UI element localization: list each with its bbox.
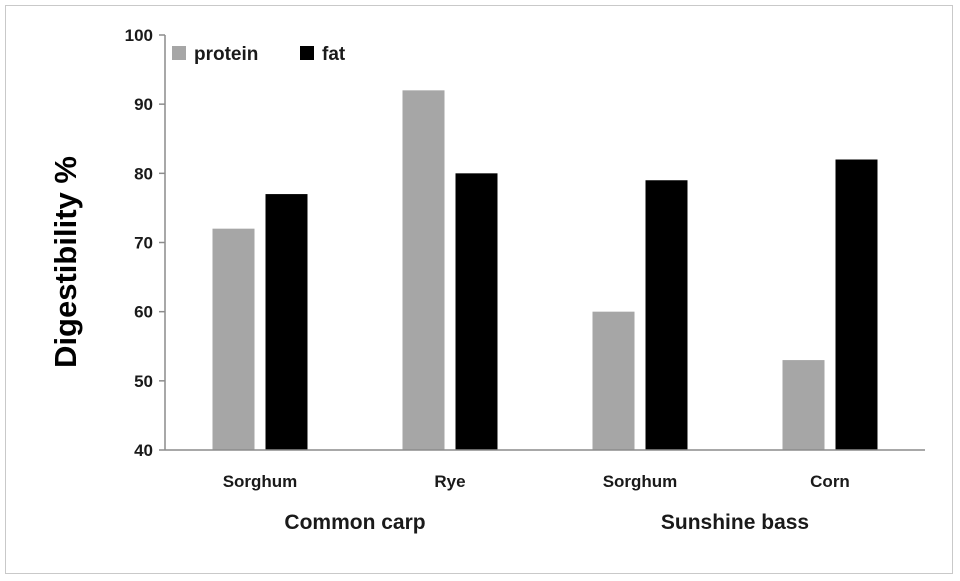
y-axis-label: Digestibility % xyxy=(48,156,83,368)
y-tick-label: 80 xyxy=(134,164,153,183)
bar-protein xyxy=(402,90,445,450)
legend-label-fat: fat xyxy=(322,44,346,65)
y-tick-label: 90 xyxy=(134,95,153,114)
axes: 40 50 60 70 80 90 100 Sorghum Rye Sorghum Corn Comm… xyxy=(125,26,925,534)
legend-swatch-protein xyxy=(172,46,186,60)
bar-protein xyxy=(212,228,255,450)
group-label: Sunshine bass xyxy=(661,511,809,534)
x-tick-label: Corn xyxy=(810,472,850,491)
bar-fat xyxy=(645,180,688,450)
legend: protein fat xyxy=(172,44,346,65)
legend-swatch-fat xyxy=(300,46,314,60)
bar-fat xyxy=(835,159,878,450)
legend-label-protein: protein xyxy=(194,44,258,65)
y-tick-label: 40 xyxy=(134,441,153,460)
bar-fat xyxy=(265,194,308,450)
bar-protein xyxy=(592,311,635,450)
bar-fat xyxy=(455,173,498,451)
x-tick-label: Sorghum xyxy=(603,472,678,491)
y-tick-label: 60 xyxy=(134,303,153,322)
group-label: Common carp xyxy=(284,511,425,534)
y-tick-label: 50 xyxy=(134,372,153,391)
y-tick-label: 70 xyxy=(134,234,153,253)
x-tick-label: Rye xyxy=(434,472,465,491)
bars xyxy=(212,90,878,451)
y-tick-label: 100 xyxy=(125,26,153,45)
x-tick-label: Sorghum xyxy=(223,472,298,491)
bar-protein xyxy=(782,360,825,450)
